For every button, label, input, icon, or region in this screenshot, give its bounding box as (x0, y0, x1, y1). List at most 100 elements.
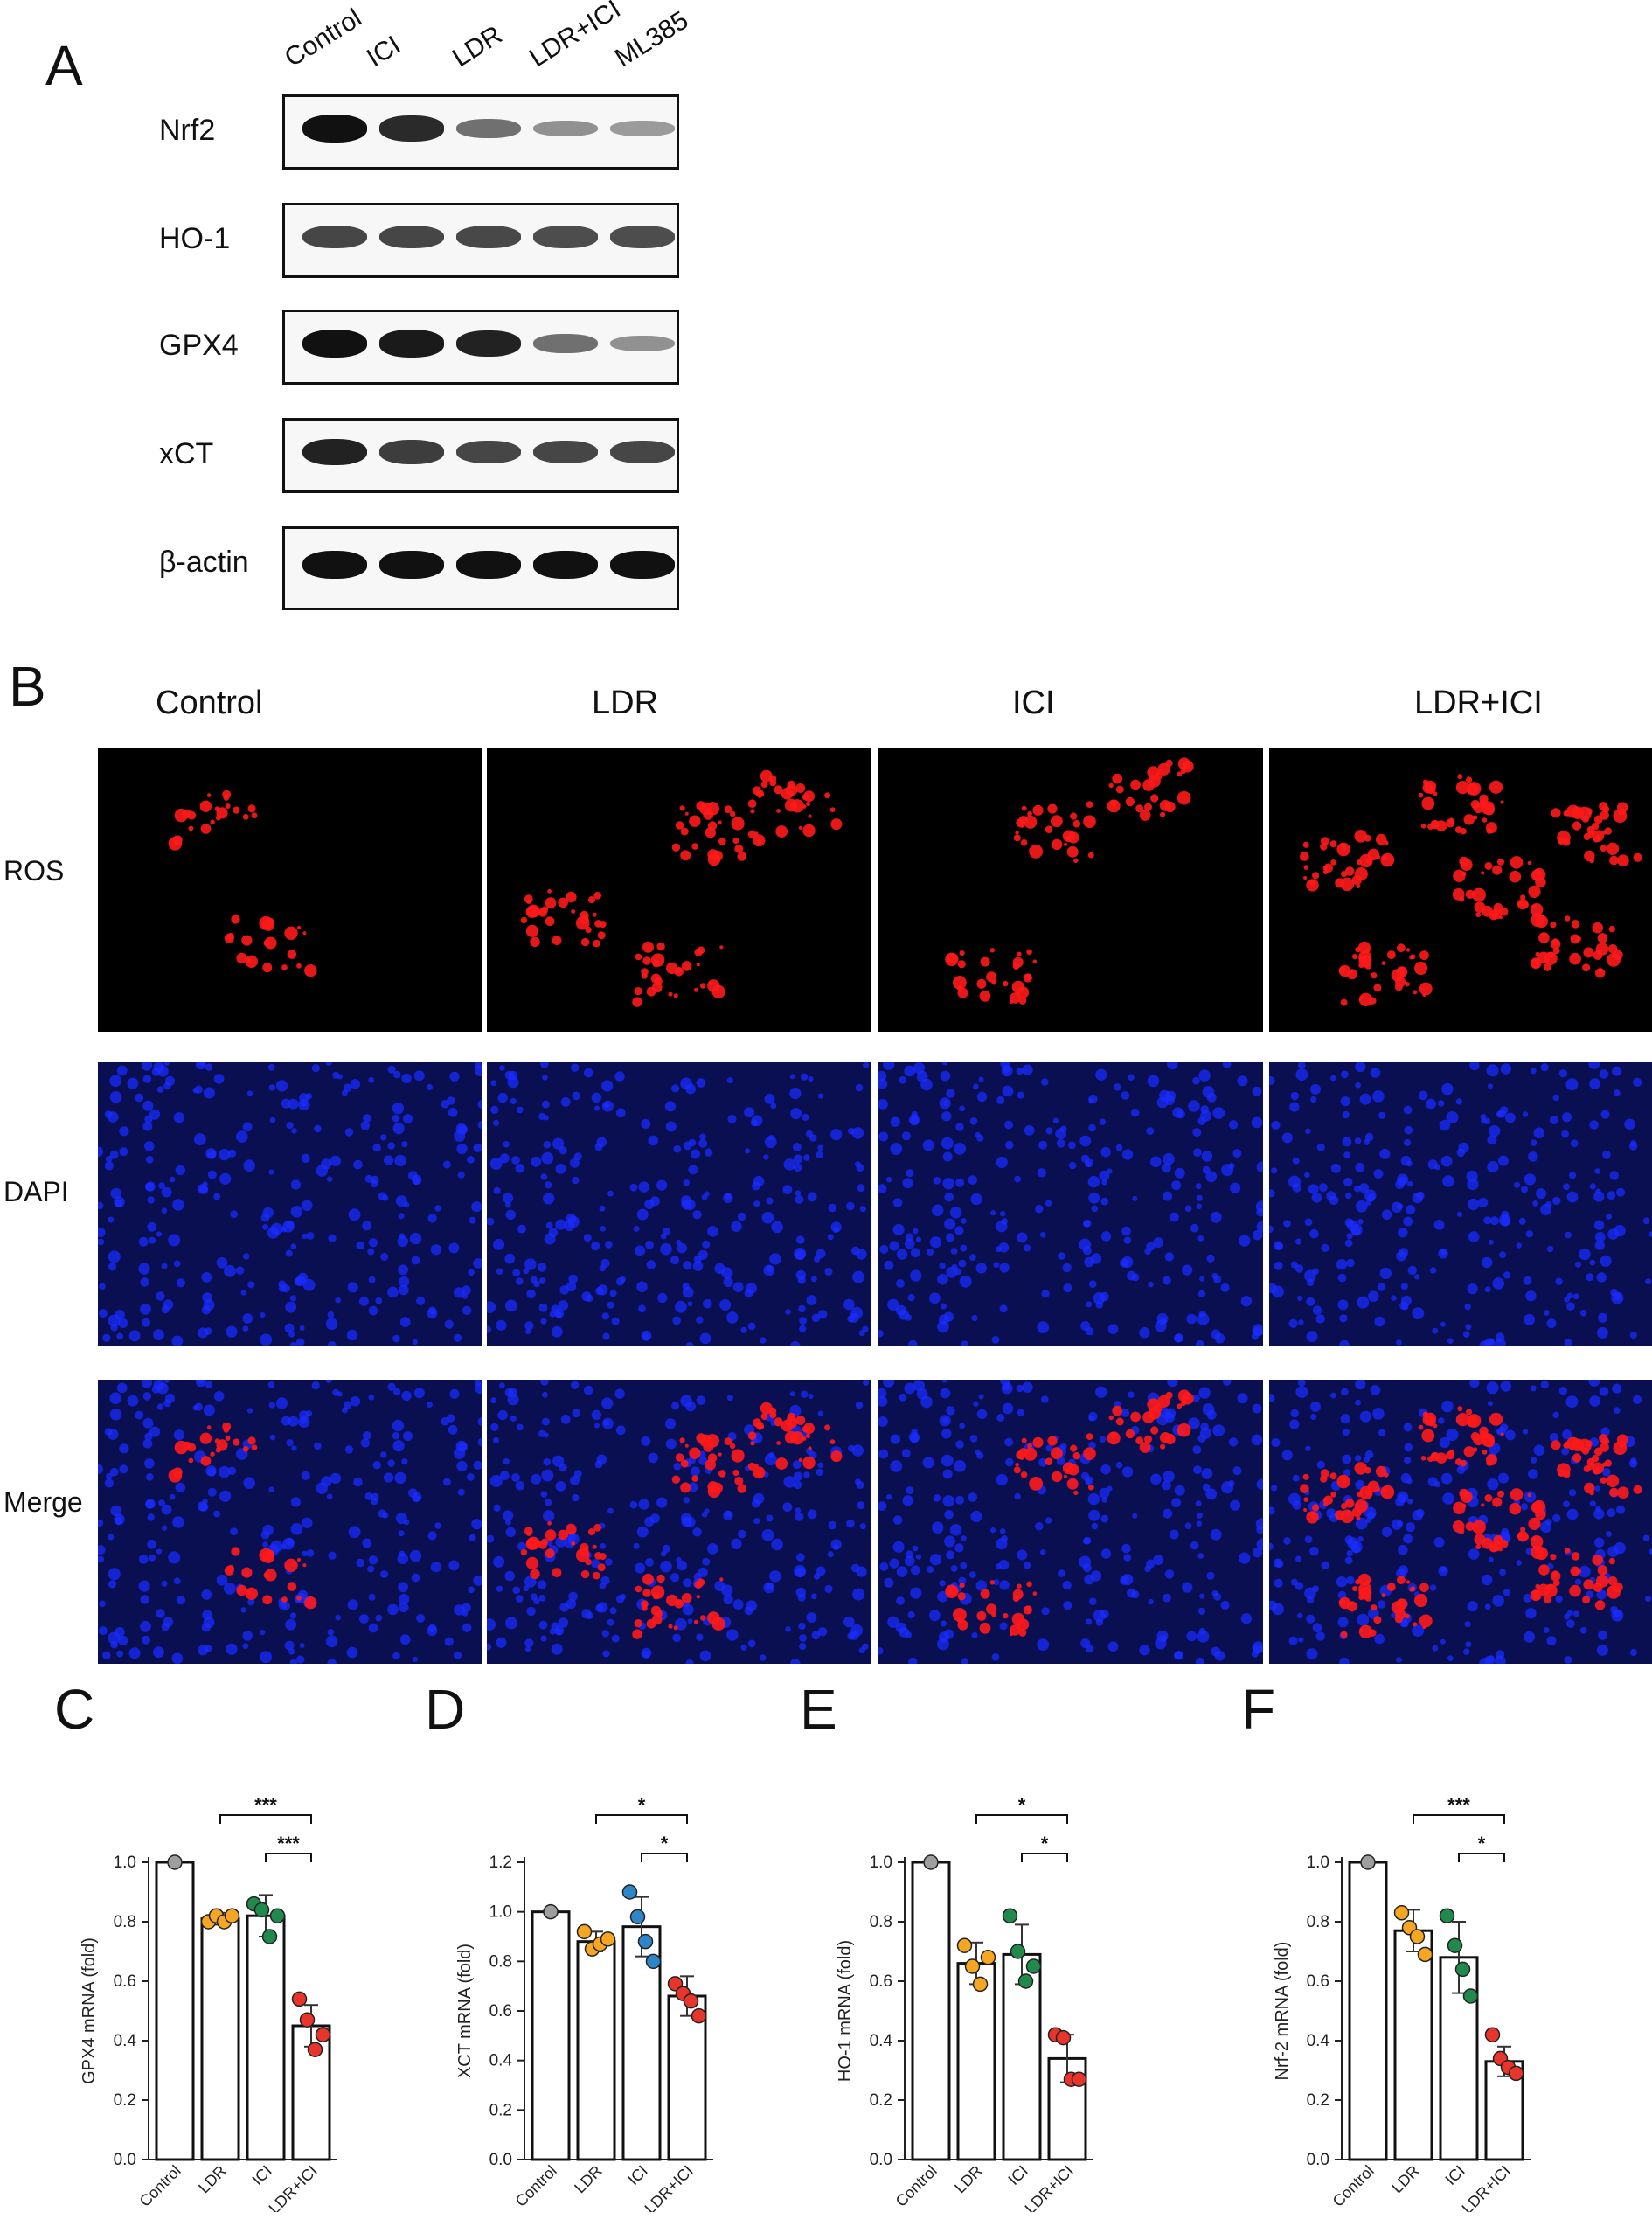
significance-bracket (219, 1814, 312, 1824)
microscopy-image (1269, 1062, 1652, 1346)
significance-label: *** (1447, 1794, 1470, 1816)
y-tick-label: 1.0 (870, 1854, 892, 1872)
lane-label: Control (279, 3, 367, 73)
panel-label-f: F (1241, 1678, 1276, 1741)
lane-label: LDR+ICI (524, 0, 626, 73)
data-point (637, 1933, 654, 1950)
data-point (1454, 1961, 1471, 1978)
data-point (1002, 1908, 1018, 1923)
data-point (667, 1976, 684, 1992)
data-point (307, 2042, 323, 2057)
y-tick-label: 0.0 (114, 2151, 136, 2169)
microscopy-image (98, 748, 482, 1032)
microscopy-image (878, 748, 1263, 1032)
y-tick-label: 1.2 (489, 1854, 512, 1872)
y-tick-label: 0.0 (1307, 2151, 1329, 2169)
protein-band (456, 551, 521, 579)
data-point (576, 1923, 593, 1940)
protein-label: GPX4 (159, 329, 239, 362)
x-tick-label: Control (1329, 2162, 1378, 2210)
protein-band (533, 440, 598, 464)
microscopy-image (98, 1062, 482, 1346)
x-tick-label: ICI (1004, 2162, 1031, 2188)
bar (155, 1861, 195, 2161)
significance-bracket (975, 1814, 1068, 1824)
significance-bracket (1021, 1853, 1068, 1862)
blot-strip (282, 203, 679, 278)
significance-bracket (641, 1853, 688, 1862)
data-point (956, 1937, 973, 1953)
data-point (972, 1976, 989, 1993)
protein-label: Nrf2 (159, 114, 216, 147)
significance-label: * (1041, 1833, 1049, 1854)
data-point (1484, 2027, 1501, 2042)
bar (1002, 1952, 1042, 2161)
lane-label: LDR (447, 20, 508, 73)
significance-label: * (1478, 1833, 1486, 1854)
y-tick-label: 0.2 (489, 2101, 512, 2119)
bar-chart-ho1: 0.0 0.2 0.4 0.6 0.8 1.0 HO-1 mRNA (fold) Contro… (836, 1794, 1093, 2212)
y-tick-label: 1.0 (114, 1854, 136, 1872)
bar (911, 1861, 951, 2161)
lane-label: ICI (361, 30, 406, 73)
protein-band (610, 551, 675, 579)
data-point (964, 1958, 981, 1974)
data-point (629, 1909, 646, 1925)
protein-band (610, 335, 675, 352)
bar-chart-xct: 0.0 0.2 0.4 0.6 0.8 1.0 1.2 XCT mRNA (fold) Cont… (455, 1794, 713, 2212)
bar-chart-nrf2: 0.0 0.2 0.4 0.6 0.8 1.0 Nrf-2 mRNA (fold) Contr… (1273, 1794, 1531, 2212)
microscopy-image (487, 1062, 871, 1346)
significance-bracket (1413, 1814, 1505, 1824)
y-tick-label: 0.6 (489, 2002, 512, 2021)
protein-band (610, 226, 675, 248)
protein-band (456, 330, 521, 358)
bar (576, 1940, 616, 2161)
x-tick-label: ICI (624, 2162, 650, 2188)
data-point (1508, 2065, 1524, 2082)
row-label: DAPI (3, 1176, 69, 1207)
data-point (269, 1908, 286, 1923)
significance-bracket (595, 1814, 688, 1824)
microscopy-image (1269, 748, 1652, 1032)
x-tick-label: Control (136, 2162, 184, 2210)
data-point (1071, 2071, 1087, 2087)
panel-label-e: E (800, 1678, 837, 1741)
data-point (1055, 2029, 1072, 2046)
y-axis-label: GPX4 mRNA (fold) (80, 1937, 99, 2084)
protein-label: xCT (159, 437, 214, 470)
protein-band (533, 226, 598, 248)
protein-band (533, 120, 598, 137)
blot-strip (282, 94, 679, 170)
panel-label-a: A (45, 34, 83, 97)
bar (246, 1914, 286, 2161)
x-tick-label: Control (512, 2162, 560, 2210)
protein-band (456, 225, 521, 249)
data-point (299, 2012, 316, 2028)
x-tick-label: LDR+ICI (266, 2162, 321, 2212)
significance-label: * (1018, 1794, 1026, 1816)
y-tick-label: 0.4 (870, 2032, 893, 2050)
significance-label: *** (277, 1833, 300, 1854)
x-tick-label: ICI (1441, 2162, 1468, 2188)
data-point (683, 1993, 699, 2009)
bar (1348, 1861, 1388, 2161)
y-tick-label: 0.8 (114, 1913, 136, 1931)
data-point (1393, 1905, 1410, 1921)
protein-band (533, 551, 598, 579)
y-tick-label: 0.4 (489, 2052, 513, 2070)
y-tick-label: 0.4 (114, 2032, 137, 2050)
data-point (1360, 1854, 1376, 1870)
column-title: ICI (1012, 685, 1055, 721)
panel-label-b: B (9, 655, 46, 718)
x-tick-label: LDR (195, 2162, 230, 2197)
bar (956, 1962, 996, 2161)
y-tick-label: 1.0 (1307, 1854, 1329, 1872)
bar (621, 1925, 662, 2161)
y-tick-label: 0.8 (870, 1913, 892, 1931)
x-tick-label: LDR+ICI (1459, 2162, 1514, 2212)
data-point (1017, 1973, 1034, 1989)
x-tick-label: LDR+ICI (642, 2162, 697, 2212)
protein-band (302, 115, 367, 143)
column-title: LDR (592, 685, 659, 721)
x-tick-label: ICI (248, 2162, 274, 2188)
